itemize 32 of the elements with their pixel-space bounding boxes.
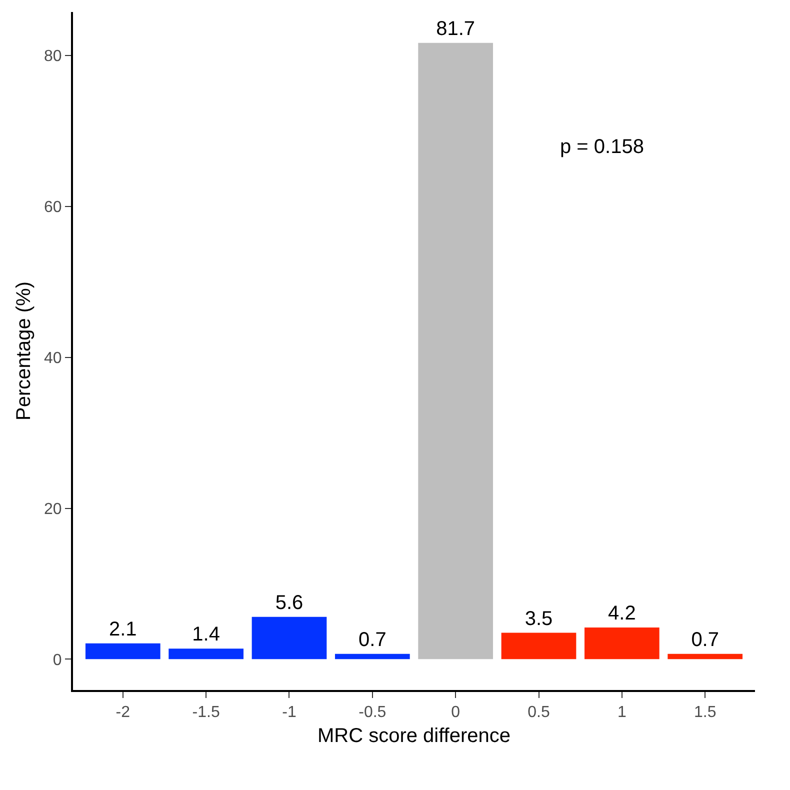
bar bbox=[334, 654, 410, 660]
data-label: 2.1 bbox=[109, 618, 137, 640]
data-label: 81.7 bbox=[436, 18, 476, 40]
y-axis-title: Percentage (%) bbox=[13, 282, 36, 420]
data-label: 0.7 bbox=[358, 628, 386, 651]
data-label: 1.4 bbox=[192, 624, 220, 646]
x-tick-label: -0.5 bbox=[358, 704, 386, 722]
x-axis-title: MRC score difference bbox=[317, 725, 511, 748]
y-tick-label: 20 bbox=[44, 500, 62, 518]
bar bbox=[252, 616, 327, 660]
x-tick-label: -1 bbox=[282, 704, 296, 722]
x-tick-label: -2 bbox=[116, 704, 130, 722]
x-tick-label: -1.5 bbox=[192, 704, 220, 722]
data-label: 3.5 bbox=[524, 608, 553, 630]
x-tick-label: 0.5 bbox=[528, 704, 550, 722]
y-tick-label: 60 bbox=[44, 199, 62, 216]
y-tick-label: 40 bbox=[44, 350, 62, 368]
data-label: 5.6 bbox=[275, 592, 304, 614]
data-label: 4.2 bbox=[608, 602, 636, 624]
y-tick-label: 80 bbox=[44, 48, 62, 66]
annotation: p = 0.158 bbox=[560, 136, 644, 158]
bar bbox=[418, 42, 494, 660]
x-tick-label: 0 bbox=[451, 704, 460, 722]
data-label: 0.7 bbox=[691, 628, 719, 651]
y-tick-label: 0 bbox=[52, 652, 62, 669]
bar bbox=[85, 643, 160, 660]
x-tick-label: 1 bbox=[617, 704, 626, 722]
x-tick-label: 1.5 bbox=[694, 704, 716, 722]
bar bbox=[584, 628, 660, 660]
bar bbox=[168, 648, 244, 660]
bar bbox=[668, 654, 743, 660]
bar bbox=[501, 632, 576, 660]
